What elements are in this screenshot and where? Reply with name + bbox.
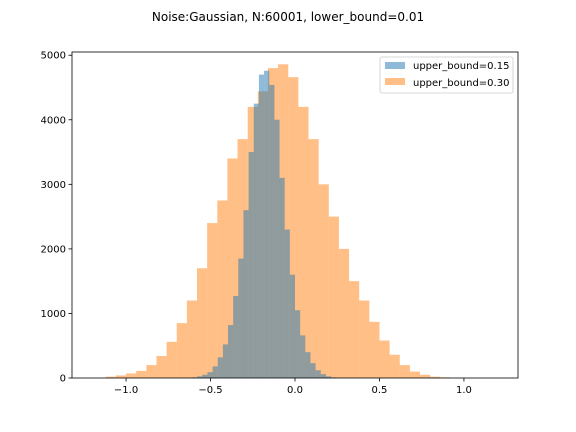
histogram-bar	[315, 370, 321, 378]
histogram-bar	[399, 365, 410, 378]
plot-area: −1.0 −0.5 0.0 0.5 1.0 0 1000 2000 3000 4000 5000	[41, 51, 519, 396]
histogram-bar	[207, 223, 218, 378]
histogram-bar	[420, 374, 431, 378]
histogram-bar	[217, 357, 223, 378]
histogram-bar	[289, 274, 295, 378]
histogram-bar	[310, 363, 316, 378]
histogram-bar	[166, 341, 177, 378]
histogram-bar	[308, 139, 319, 378]
histogram-bar	[320, 374, 326, 378]
histogram-bar	[305, 352, 311, 378]
y-tick-label: 0	[60, 374, 66, 385]
series-upper_bound=0.15	[191, 70, 337, 379]
histogram-bar	[389, 354, 400, 378]
histogram-bar	[379, 340, 390, 378]
y-tick-label: 5000	[41, 51, 66, 62]
histogram-bar	[136, 370, 147, 378]
histogram-bar	[233, 296, 239, 378]
histogram-bar	[264, 70, 270, 378]
histogram-bar	[156, 356, 167, 378]
histogram-bar	[338, 248, 350, 378]
histogram-bar	[243, 210, 249, 378]
y-axis-ticks: 0 1000 2000 3000 4000 5000	[41, 51, 72, 385]
legend-label-upper-bound-0.30: upper_bound=0.30	[413, 78, 509, 89]
histogram-bar	[176, 323, 187, 378]
legend-label-upper-bound-0.15: upper_bound=0.15	[413, 61, 509, 72]
histogram-bar	[253, 103, 259, 378]
histogram-bar	[298, 106, 309, 379]
histogram-bar	[359, 300, 370, 378]
histogram-bar	[258, 74, 265, 378]
chart-title: Noise:Gaussian, N:60001, lower_bound=0.0…	[152, 10, 424, 24]
histogram-bar	[212, 366, 218, 378]
y-tick-label: 2000	[41, 244, 66, 255]
histogram-bar	[146, 365, 157, 378]
histogram-bar	[318, 184, 329, 378]
histogram-bar	[295, 310, 301, 378]
histogram-bar	[222, 344, 229, 378]
histogram-bar	[369, 321, 380, 378]
x-tick-label: 0.5	[372, 385, 388, 396]
histogram-bar	[227, 158, 238, 378]
legend-swatch-upper-bound-0.30	[385, 78, 405, 85]
histogram-bar	[126, 373, 137, 378]
histogram-bar	[197, 268, 208, 378]
y-tick-label: 4000	[41, 115, 66, 126]
histogram-bar	[202, 374, 208, 378]
y-tick-label: 1000	[41, 309, 66, 320]
x-tick-label: −0.5	[198, 385, 222, 396]
histogram-bar	[186, 300, 198, 378]
legend-swatch-upper-bound-0.15	[385, 62, 405, 69]
histogram-bar	[284, 229, 290, 378]
histogram-bar	[217, 200, 228, 378]
histogram-bar	[115, 375, 127, 378]
histogram-bar	[269, 84, 275, 379]
histogram-bar	[105, 376, 116, 378]
legend-box	[379, 56, 514, 94]
y-tick-label: 3000	[41, 180, 66, 191]
histogram-bar	[238, 258, 244, 378]
histogram-bar	[279, 177, 285, 378]
legend: upper_bound=0.15 upper_bound=0.30	[379, 56, 514, 94]
histogram-bar	[248, 152, 254, 378]
histogram-bar	[274, 119, 280, 378]
histogram-bar	[228, 325, 234, 378]
bars-layer	[105, 64, 451, 379]
x-tick-label: 0.0	[287, 385, 303, 396]
x-axis-ticks: −1.0 −0.5 0.0 0.5 1.0	[114, 378, 472, 396]
histogram-bar	[207, 372, 213, 378]
histogram-bar	[288, 77, 299, 379]
x-tick-label: −1.0	[114, 385, 138, 396]
histogram-bar	[325, 376, 332, 378]
histogram-bar	[349, 281, 360, 378]
histogram-bar	[430, 376, 441, 378]
x-tick-label: 1.0	[456, 385, 472, 396]
histogram-bar	[300, 335, 306, 378]
histogram-bar	[328, 216, 339, 378]
histogram-bar	[409, 371, 421, 378]
histogram-bar	[197, 376, 203, 378]
